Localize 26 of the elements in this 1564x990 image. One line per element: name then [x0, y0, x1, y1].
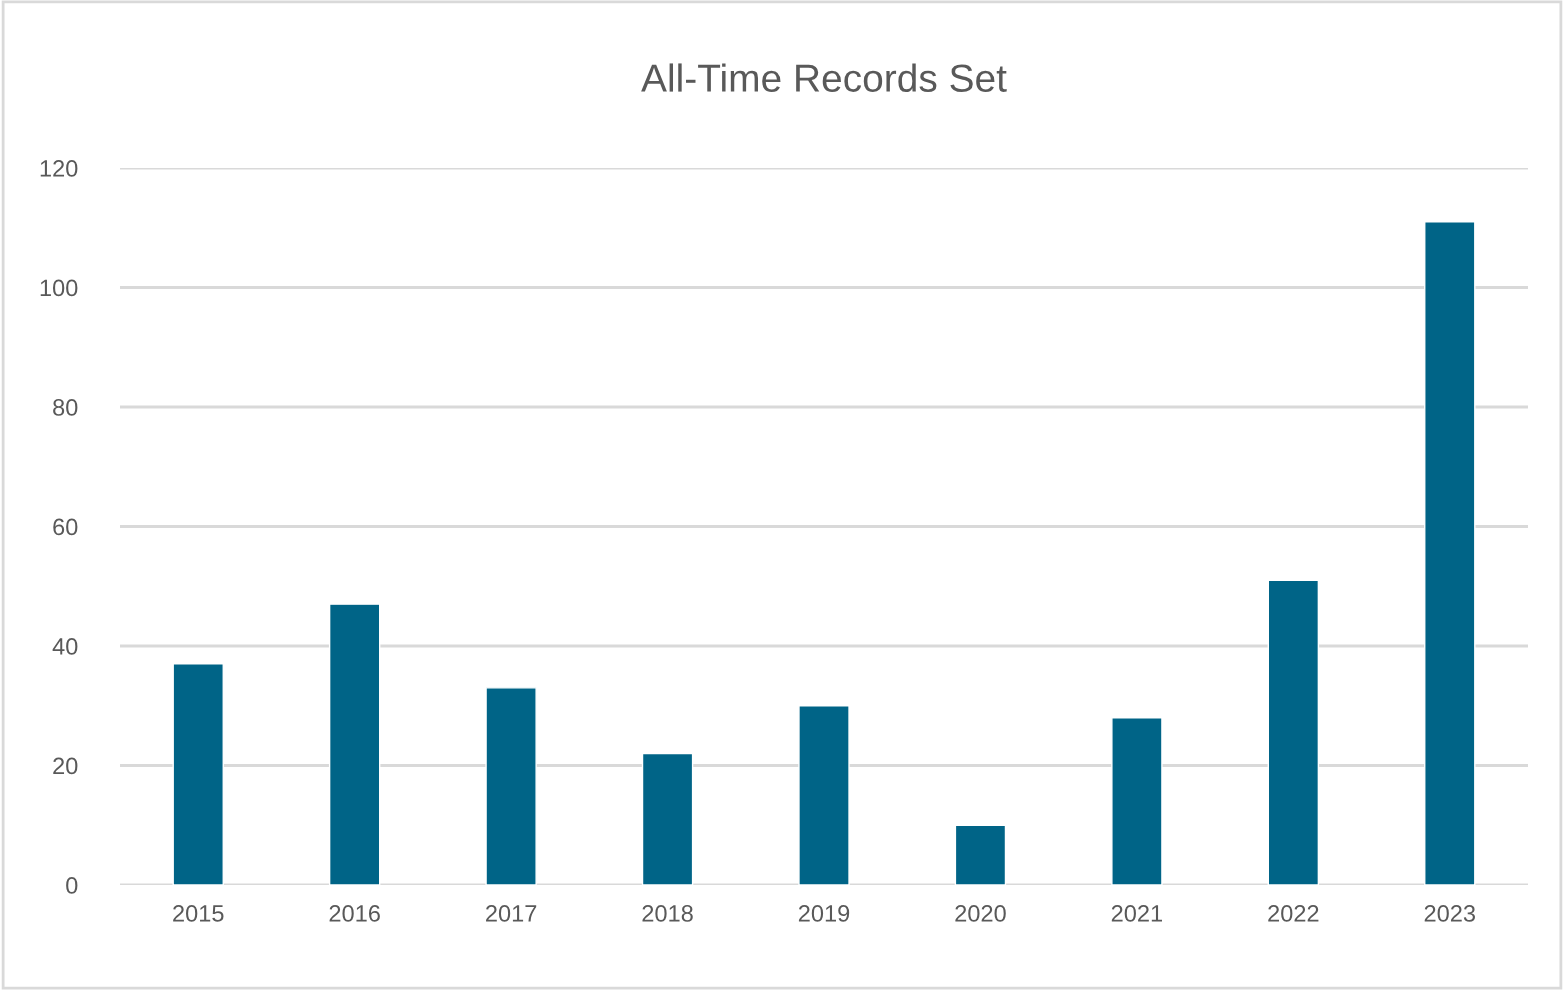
bar [798, 705, 850, 885]
chart-title: All-Time Records Set [641, 63, 1007, 92]
x-tick-label: 2015 [173, 905, 224, 922]
bar [485, 687, 537, 885]
x-tick-label: 2020 [955, 905, 1006, 922]
x-tick-label: 2023 [1424, 905, 1476, 922]
bar [172, 663, 224, 885]
x-tick-label: 2019 [798, 905, 850, 922]
y-tick-label: 80 [53, 399, 78, 416]
bar [1424, 221, 1476, 885]
y-tick-label: 60 [53, 518, 78, 536]
bar [641, 752, 694, 885]
x-tick-label: 2021 [1111, 905, 1162, 922]
y-tick-label: 0 [66, 877, 78, 894]
y-tick-label: 20 [53, 757, 78, 775]
bar [1111, 717, 1163, 885]
x-tick-label: 2018 [642, 905, 693, 922]
y-tick-label: 100 [40, 279, 78, 297]
bar [328, 603, 381, 885]
y-tick-label: 120 [40, 160, 78, 177]
x-tick-label: 2022 [1268, 905, 1319, 922]
bar [1267, 579, 1320, 885]
y-tick-label: 40 [52, 638, 78, 655]
x-tick-label: 2016 [329, 905, 380, 922]
bar [954, 824, 1007, 885]
x-tick-label: 2017 [486, 905, 537, 922]
